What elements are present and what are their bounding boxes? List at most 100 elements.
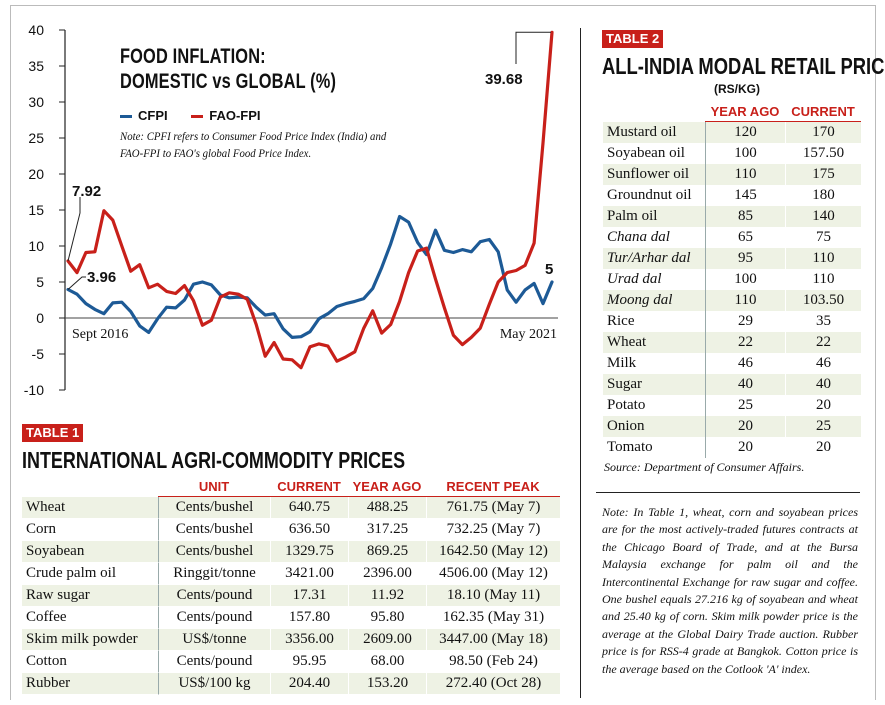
- y-tick-label: 0: [36, 310, 44, 326]
- table1-year-ago-price: 95.80: [348, 607, 426, 629]
- table1-body: Wheat Cents/bushel 640.75 488.25 761.75 (May…: [22, 497, 560, 695]
- table2-year-ago-price: 65: [705, 227, 785, 248]
- table1-year-ago-price: 2609.00: [348, 629, 426, 651]
- table2-item-name: Rice: [607, 313, 635, 329]
- table1-row: Rubber US$/100 kg 204.40 153.20 272.40 (Oct …: [22, 673, 560, 695]
- chart-title-line1: FOOD INFLATION:: [120, 45, 266, 68]
- table1-row: Cotton Cents/pound 95.95 68.00 98.50 (Feb 24…: [22, 651, 560, 673]
- y-tick-label: 10: [28, 238, 44, 254]
- table2-item-name: Groundnut oil: [607, 187, 692, 203]
- legend-swatch-fao-fpi: [191, 115, 204, 119]
- table1-recent-peak: 3447.00 (May 18): [426, 629, 560, 651]
- column-divider: [580, 28, 581, 698]
- y-tick-label: 30: [28, 94, 44, 110]
- table1-current-price: 204.40: [270, 673, 348, 695]
- legend-label-fao-fpi: FAO-FPI: [209, 108, 261, 123]
- table1-row: Crude palm oil Ringgit/tonne 3421.00 2396.0…: [22, 563, 560, 585]
- table1-year-ago-price: 2396.00: [348, 563, 426, 585]
- footnote: Note: In Table 1, wheat, corn and soyabe…: [602, 505, 858, 676]
- table1-recent-peak: 4506.00 (May 12): [426, 563, 560, 585]
- table1-recent-peak: 98.50 (Feb 24): [426, 651, 560, 673]
- table2-item-name: Tur/Arhar dal: [603, 248, 705, 269]
- table2-current-price: 46: [785, 353, 861, 374]
- table2-header-year-ago: YEAR AGO: [705, 102, 785, 122]
- table2-row: Tomato 20 20: [603, 437, 861, 458]
- table1-row: Soyabean Cents/bushel 1329.75 869.25 1642.50…: [22, 541, 560, 563]
- table1-header-name: [22, 477, 158, 497]
- table1-commodity-name: Rubber: [22, 673, 158, 695]
- legend-swatch-cfpi: [120, 115, 132, 119]
- table1-header-row: UNIT CURRENT YEAR AGO RECENT PEAK: [22, 477, 560, 497]
- chart-note: Note: CPFI refers to Consumer Food Price…: [120, 129, 387, 160]
- table2-year-ago-price: 120: [705, 122, 785, 143]
- table2-row: Potato 25 20: [603, 395, 861, 416]
- table2-title: ALL-INDIA MODAL RETAIL PRICE: [602, 53, 885, 79]
- table1-current-price: 636.50: [270, 519, 348, 541]
- table2-current-price: 25: [785, 416, 861, 437]
- table1-row: Raw sugar Cents/pound 17.31 11.92 18.10 (May…: [22, 585, 560, 607]
- table2-item-name: Potato: [607, 397, 646, 413]
- chart-title-line2: DOMESTIC vs GLOBAL (%): [120, 70, 337, 93]
- table2-current-price: 170: [785, 122, 861, 143]
- cfpi-start-leader-line: [67, 276, 86, 290]
- table1-header-unit: UNIT: [158, 477, 270, 497]
- table1-row: Skim milk powder US$/tonne 3356.00 2609.00 3…: [22, 629, 560, 651]
- table1-year-ago-price: 68.00: [348, 651, 426, 673]
- table1-commodity-name: Corn: [22, 519, 158, 541]
- food-inflation-chart: 40 35 30 25 20 15 10 5 0 -5 -10 Sept 2016 May 2021 7.…: [24, 22, 558, 398]
- table1-commodity-name: Skim milk powder: [22, 629, 158, 651]
- table1-commodity-name: Crude palm oil: [22, 563, 158, 585]
- frame-right-border: [875, 5, 876, 700]
- table2-row: Moong dal 110 103.50: [603, 290, 861, 311]
- table2-current-price: 22: [785, 332, 861, 353]
- table2-row: Groundnut oil 145 180: [603, 185, 861, 206]
- table2-current-price: 35: [785, 311, 861, 332]
- fao-start-label: 7.92: [72, 183, 101, 200]
- y-tick-label: -5: [32, 346, 45, 362]
- table1-commodity-name: Cotton: [22, 651, 158, 673]
- chart-title: FOOD INFLATION: DOMESTIC vs GLOBAL (%): [120, 44, 336, 94]
- table2-row: Tur/Arhar dal 95 110: [603, 248, 861, 269]
- footnote-divider: [596, 492, 860, 493]
- table2-year-ago-price: 100: [705, 143, 785, 164]
- y-tick-label: 25: [28, 130, 44, 146]
- table2-year-ago-price: 29: [705, 311, 785, 332]
- chart-legend: CFPI FAO-FPI: [120, 108, 281, 123]
- table2-item-name: Mustard oil: [603, 122, 705, 143]
- table1-commodity-name: Raw sugar: [22, 585, 158, 607]
- table1-year-ago-price: 869.25: [348, 541, 426, 563]
- table2-header-current: CURRENT: [785, 102, 861, 122]
- table2-row: Onion 20 25: [603, 416, 861, 437]
- legend-label-cfpi: CFPI: [138, 108, 168, 123]
- table1-recent-peak: 162.35 (May 31): [426, 607, 560, 629]
- table2-current-price: 75: [785, 227, 861, 248]
- frame-top-border: [10, 5, 875, 6]
- x-start-label: Sept 2016: [72, 327, 128, 342]
- fao-end-label: 39.68: [485, 71, 523, 88]
- table1-title: INTERNATIONAL AGRI-COMMODITY PRICES: [22, 447, 406, 473]
- table1-tag: TABLE 1: [22, 424, 84, 442]
- table2-item-name: Palm oil: [603, 206, 705, 227]
- table2-tag: TABLE 2: [602, 30, 664, 48]
- table1-year-ago-price: 317.25: [348, 519, 426, 541]
- table1-current-price: 1329.75: [270, 541, 348, 563]
- table2-row: Mustard oil 120 170: [603, 122, 861, 143]
- table1-unit-cell: Cents/pound: [158, 651, 270, 673]
- table1-header-year-ago: YEAR AGO: [348, 477, 426, 497]
- series-line-cfpi: [66, 214, 554, 339]
- table2-current-price: 175: [785, 164, 861, 185]
- table2-current-price: 20: [785, 437, 861, 458]
- table1-row: Coffee Cents/pound 157.80 95.80 162.35 (May …: [22, 607, 560, 629]
- table2-year-ago-price: 100: [705, 269, 785, 290]
- x-end-label: May 2021: [500, 327, 557, 342]
- table1-row: Corn Cents/bushel 636.50 317.25 732.25 (May …: [22, 519, 560, 541]
- table2-row: Wheat 22 22: [603, 332, 861, 353]
- y-tick-label: 5: [36, 274, 44, 290]
- table2-row: Rice 29 35: [603, 311, 861, 332]
- table2-year-ago-price: 20: [705, 437, 785, 458]
- y-tick-label: -10: [24, 382, 44, 398]
- table2-current-price: 180: [785, 185, 861, 206]
- table2-current-price: 103.50: [785, 290, 861, 311]
- table1-recent-peak: 272.40 (Oct 28): [426, 673, 560, 695]
- table2-header-row: YEAR AGO CURRENT: [603, 102, 861, 122]
